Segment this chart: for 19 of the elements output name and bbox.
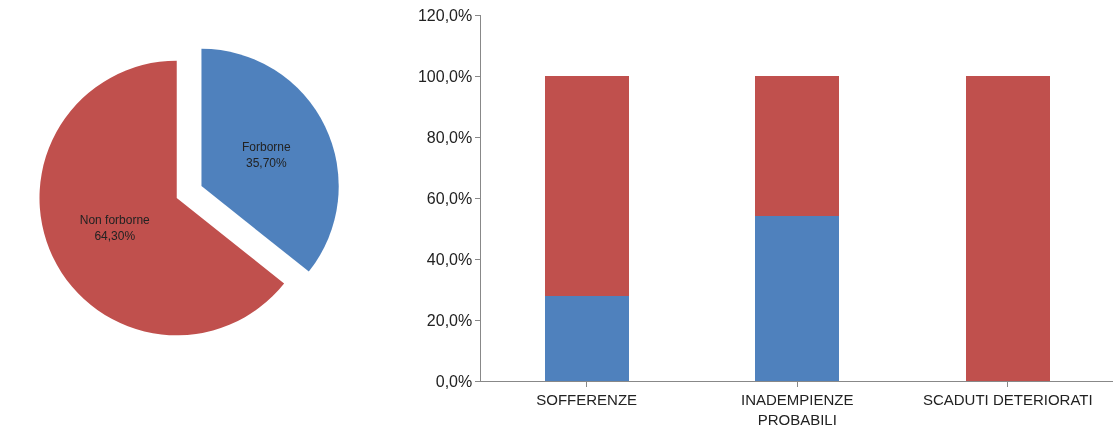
x-tick-label: SOFFERENZE [536, 391, 638, 408]
data-label: 64,30% [94, 228, 136, 243]
y-tick-label: 40,0% [426, 250, 473, 268]
x-tick-label: SCADUTI DETERIORATI [922, 391, 1093, 408]
slice-label: Forborne [242, 139, 292, 154]
bar [965, 76, 1050, 381]
y-tick-label: 0,0% [435, 372, 473, 390]
bar [755, 76, 840, 217]
x-tick-label: INADEMPIENZE PROBABILI [740, 391, 854, 428]
y-tick-label: 100,0% [417, 67, 473, 85]
bar [755, 216, 840, 381]
bar [544, 76, 629, 296]
data-label: 35,70% [246, 155, 288, 170]
y-tick-label: 80,0% [426, 128, 473, 146]
bar [544, 295, 629, 381]
slice-label: Non forborne [79, 213, 151, 227]
y-tick-label: 60,0% [426, 189, 473, 207]
y-tick-label: 120,0% [417, 6, 473, 24]
y-tick-label: 20,0% [426, 311, 473, 329]
